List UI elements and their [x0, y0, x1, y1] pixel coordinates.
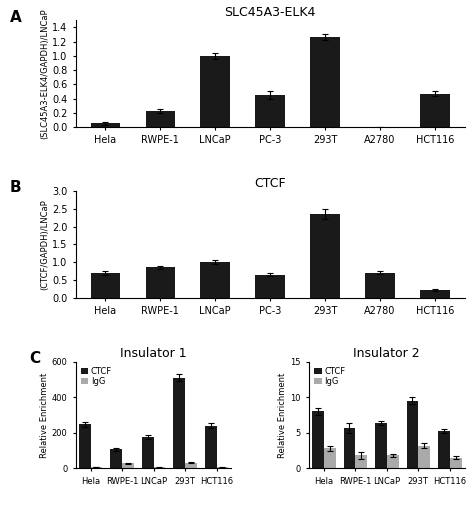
Bar — [420, 290, 450, 298]
Text: C: C — [29, 351, 40, 366]
Bar — [146, 267, 175, 298]
Bar — [91, 273, 120, 298]
Bar — [205, 426, 217, 468]
Y-axis label: (SLC45A3-ELK4/GAPDH)/LNCaP: (SLC45A3-ELK4/GAPDH)/LNCaP — [40, 8, 49, 139]
Bar — [142, 437, 154, 468]
Bar — [324, 448, 336, 468]
Bar — [407, 401, 418, 468]
Bar — [185, 463, 197, 468]
Bar — [91, 124, 120, 127]
Bar — [387, 456, 399, 468]
Y-axis label: (CTCF/GAPDH)/LNCaP: (CTCF/GAPDH)/LNCaP — [40, 199, 49, 290]
Legend: CTCF, IgG: CTCF, IgG — [313, 366, 346, 387]
Bar — [365, 273, 395, 298]
Bar — [356, 456, 367, 468]
Bar — [312, 411, 324, 468]
Bar — [201, 262, 230, 298]
Bar — [450, 458, 462, 468]
Bar — [146, 111, 175, 127]
Text: A: A — [10, 10, 21, 25]
Title: Insulator 1: Insulator 1 — [120, 348, 187, 360]
Text: B: B — [10, 180, 21, 195]
Bar — [438, 431, 450, 468]
Bar — [79, 424, 91, 468]
Bar — [310, 37, 340, 127]
Bar — [173, 378, 185, 468]
Bar — [154, 467, 165, 468]
Bar — [375, 423, 387, 468]
Bar — [122, 463, 134, 468]
Y-axis label: Relative Enrichment: Relative Enrichment — [278, 372, 287, 458]
Title: CTCF: CTCF — [255, 177, 286, 190]
Bar — [110, 449, 122, 468]
Title: Insulator 2: Insulator 2 — [354, 348, 420, 360]
Y-axis label: Relative Enrichment: Relative Enrichment — [40, 372, 49, 458]
Bar — [217, 467, 228, 468]
Bar — [310, 214, 340, 298]
Bar — [418, 445, 430, 468]
Bar — [255, 274, 285, 298]
Legend: CTCF, IgG: CTCF, IgG — [80, 366, 113, 387]
Bar — [344, 428, 356, 468]
Title: SLC45A3-ELK4: SLC45A3-ELK4 — [225, 6, 316, 19]
Bar — [255, 95, 285, 127]
Bar — [91, 467, 102, 468]
Bar — [201, 56, 230, 127]
Bar — [420, 94, 450, 127]
